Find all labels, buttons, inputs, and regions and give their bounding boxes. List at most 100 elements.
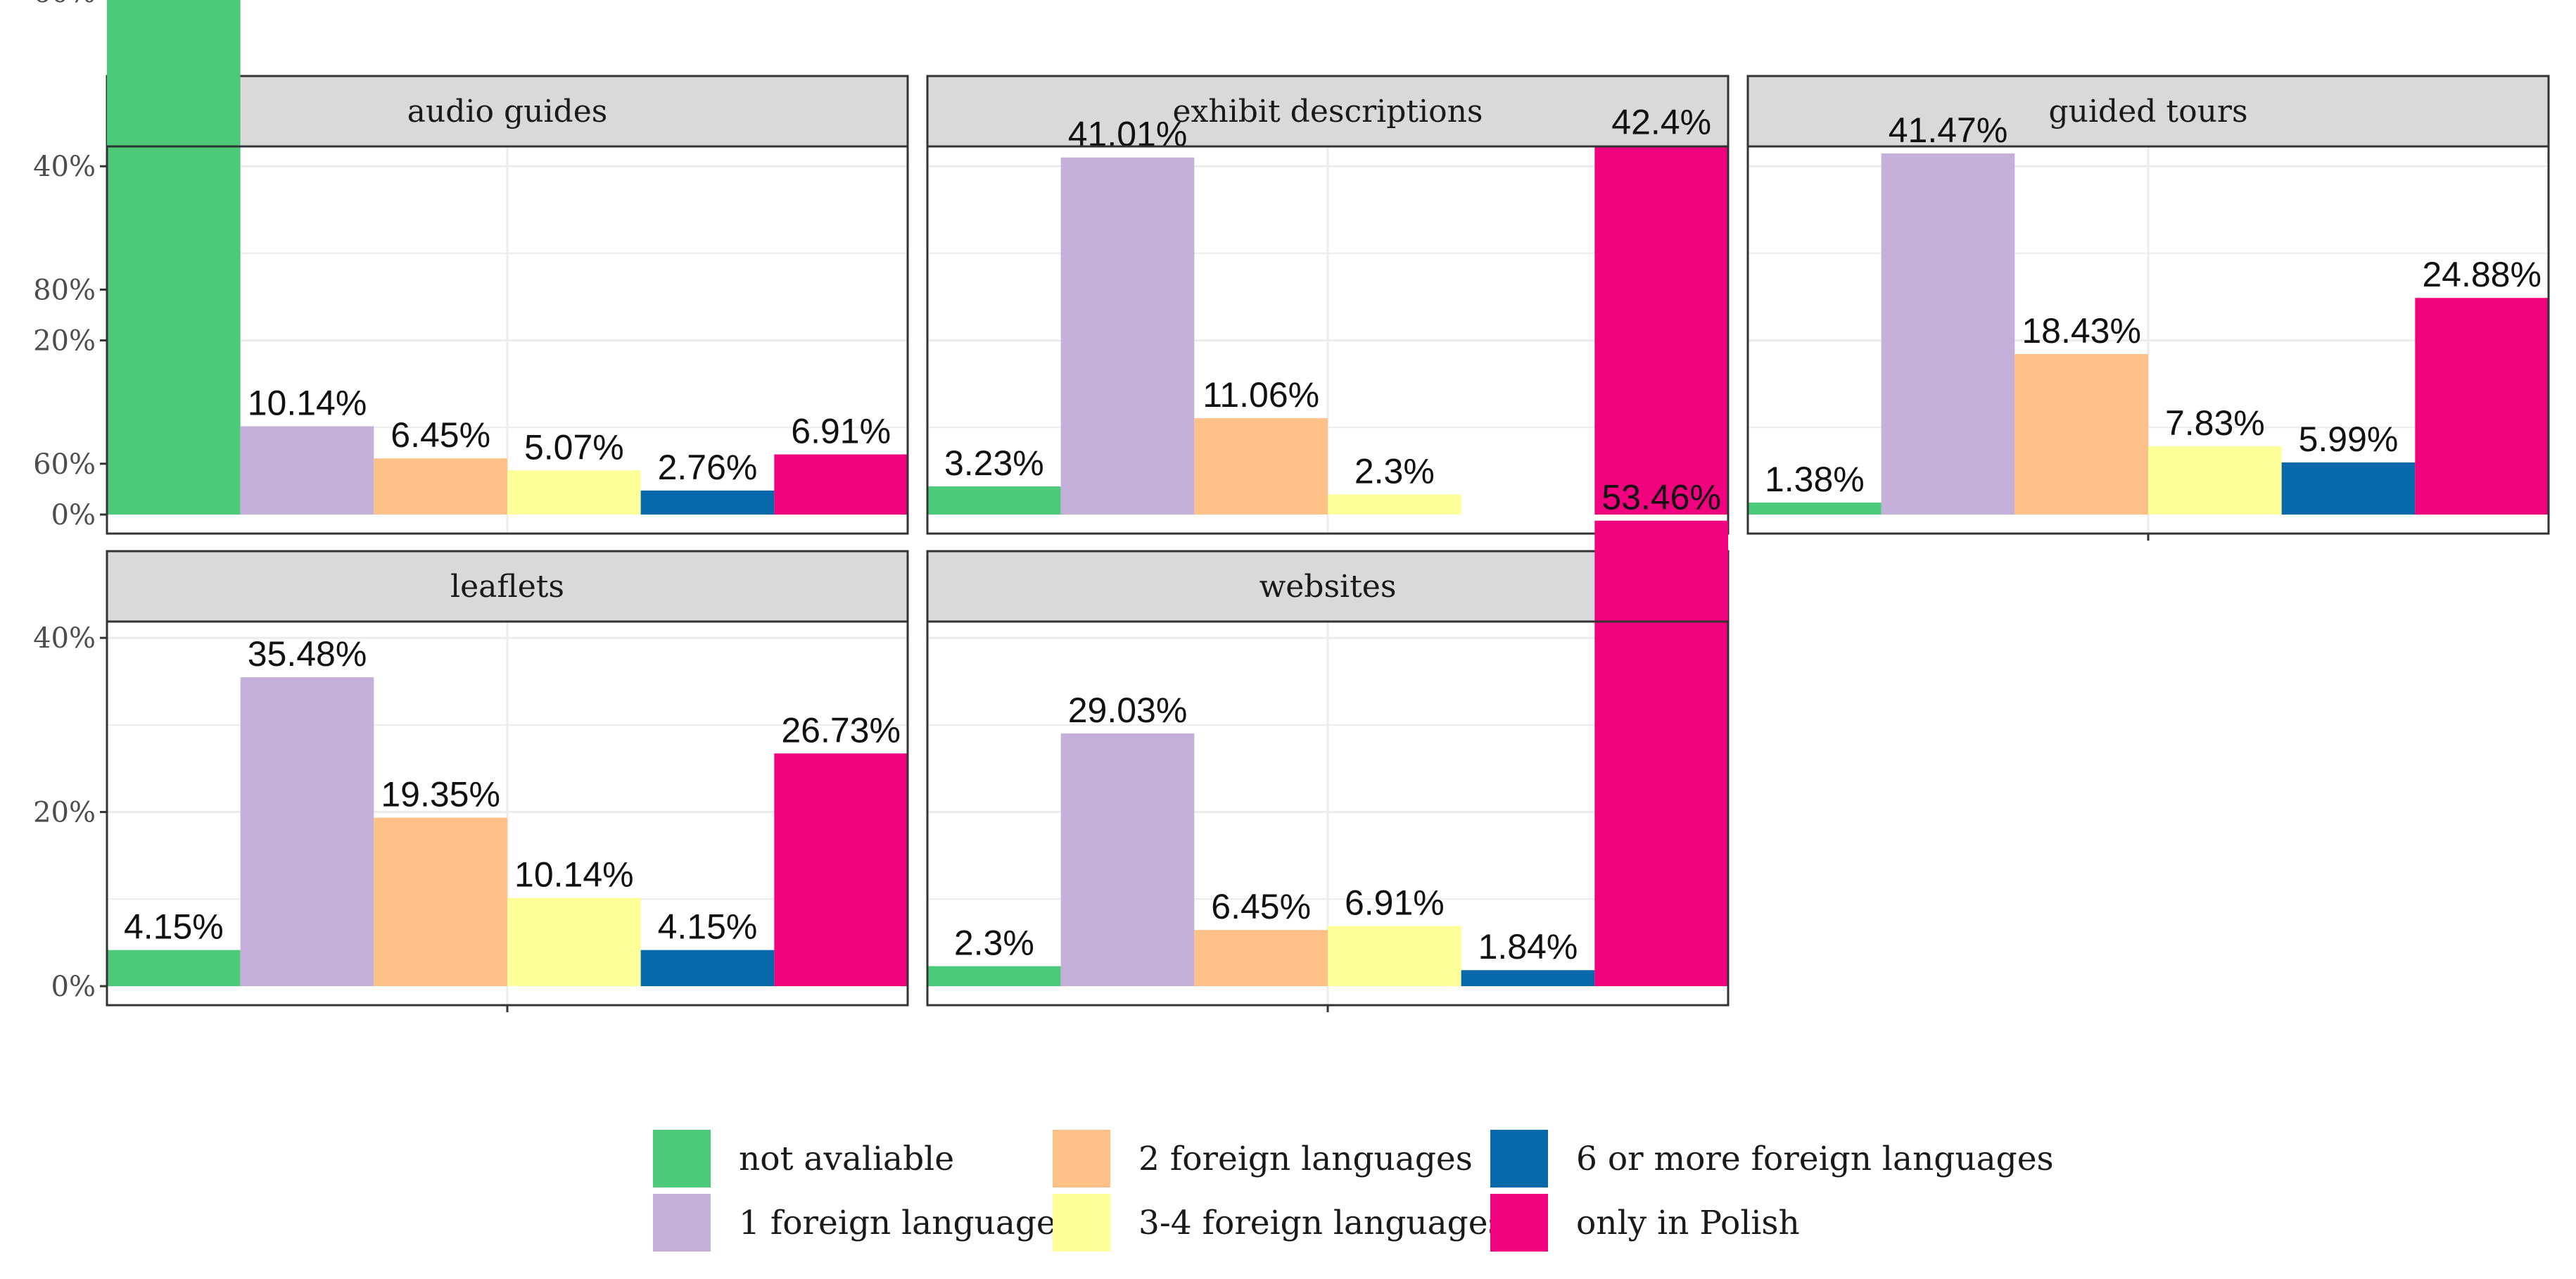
bar-3-4-foreign-languages — [507, 470, 641, 515]
panel-strip — [106, 550, 909, 623]
bar-value-label: 7.83% — [2165, 403, 2265, 443]
legend-swatch — [1053, 1194, 1110, 1252]
y-tick-label: 60% — [33, 448, 96, 481]
bar-value-label: 10.14% — [514, 855, 634, 895]
bar-value-label: 53.46% — [1601, 478, 1721, 517]
bar-1-foreign-language — [240, 677, 374, 986]
bar-value-label: 6.45% — [1211, 887, 1311, 926]
y-tick-label: 80% — [33, 274, 96, 306]
bar-value-label: 11.06% — [1203, 375, 1319, 415]
bar-value-label: 6.45% — [391, 415, 490, 455]
bar-value-label: 4.15% — [658, 907, 758, 947]
y-tick-label: 40% — [33, 151, 96, 183]
bar-2-foreign-languages — [1194, 930, 1328, 986]
y-tick-label: 60% — [33, 0, 96, 9]
panel-strip — [926, 75, 1730, 148]
bar-value-label: 6.91% — [791, 412, 891, 451]
y-tick-label: 40% — [33, 622, 96, 655]
bar-value-label: 41.47% — [1889, 111, 2008, 150]
bar-3-4-foreign-languages — [1328, 494, 1461, 515]
bar-3-4-foreign-languages — [1328, 926, 1461, 986]
legend-swatch — [653, 1130, 711, 1187]
bar-value-label: 4.15% — [124, 907, 224, 947]
panel-websites: websites 2.3% 29.03% 6.45% 6.91% 1.84% 53.46% — [926, 478, 1730, 1012]
legend-label: 6 or more foreign languages — [1576, 1140, 2054, 1178]
y-tick-label: 0% — [51, 971, 96, 1003]
panel-title: leaflets — [450, 569, 564, 605]
bar-3-4-foreign-languages — [2148, 446, 2282, 515]
bar-not-avaliable — [107, 0, 241, 515]
y-tick-label: 20% — [33, 797, 96, 829]
bar-2-foreign-languages — [374, 458, 507, 515]
legend-swatch — [1053, 1130, 1110, 1187]
bar-not-avaliable — [927, 966, 1061, 986]
legend-label: not avaliable — [739, 1140, 954, 1178]
bar-not-avaliable — [927, 486, 1061, 515]
legend-item-only-in-Polish: only in Polish — [1490, 1194, 1800, 1252]
legend-item-2-foreign-languages: 2 foreign languages — [1053, 1130, 1473, 1187]
panel-strip — [1746, 75, 2550, 148]
bar-1-foreign-language — [1881, 153, 2015, 515]
bar-6-or-more-foreign-languages — [640, 490, 775, 515]
y-tick-label: 20% — [33, 325, 96, 358]
bar-value-label: 41.01% — [1068, 115, 1188, 154]
panel-title: audio guides — [407, 94, 608, 130]
legend-label: only in Polish — [1576, 1204, 1800, 1242]
bar-value-label: 24.88% — [2422, 255, 2542, 294]
bar-1-foreign-language — [1060, 157, 1195, 515]
panel-title: exhibit descriptions — [1172, 94, 1483, 130]
legend-label: 1 foreign language — [739, 1204, 1056, 1242]
bar-value-label: 26.73% — [781, 710, 901, 750]
legend-swatch — [1490, 1130, 1548, 1187]
bar-value-label: 18.43% — [2022, 311, 2141, 351]
legend-item-3-4-foreign-languages: 3-4 foreign languages — [1053, 1194, 1505, 1252]
panel-exhibit-descriptions: exhibit descriptions 3.23% 41.01% 11.06% 2.3… — [926, 75, 1730, 535]
bar-2-foreign-languages — [374, 817, 507, 986]
legend-label: 3-4 foreign languages — [1138, 1204, 1505, 1242]
bar-value-label: 5.99% — [2299, 420, 2399, 459]
bar-value-label: 3.23% — [944, 443, 1044, 483]
bar-value-label: 42.4% — [1611, 103, 1711, 142]
bar-not-avaliable — [107, 950, 241, 986]
bar-only-in-Polish — [1594, 145, 1728, 515]
bar-value-label: 2.3% — [1354, 452, 1435, 491]
panel-audio-guides: audio guides68.66%10.14%6.45%5.07%2.76%6… — [33, 0, 909, 535]
bar-2-foreign-languages — [2015, 354, 2148, 515]
bar-6-or-more-foreign-languages — [2281, 462, 2416, 515]
panel-title: guided tours — [2048, 94, 2247, 130]
panel-title: websites — [1260, 569, 1397, 605]
legend-label: 2 foreign languages — [1138, 1140, 1473, 1178]
bar-value-label: 19.35% — [381, 775, 500, 814]
bar-value-label: 35.48% — [248, 634, 367, 674]
panel-guided-tours: guided tours 1.38% 41.47% 18.43% 7.83% 5.99% 2… — [1746, 75, 2550, 541]
panel-leaflets: leaflets 4.15% 35.48% 19.35% 10.14% 4.15% 26.7… — [33, 274, 909, 1012]
bar-only-in-Polish — [774, 454, 908, 515]
panel-border — [926, 145, 1730, 535]
legend-swatch — [653, 1194, 711, 1252]
bar-1-foreign-language — [240, 426, 374, 515]
bar-value-label: 29.03% — [1068, 691, 1188, 730]
bar-value-label: 5.07% — [524, 427, 624, 467]
bar-value-label: 10.14% — [248, 384, 367, 423]
bar-value-label: 2.76% — [658, 448, 758, 487]
legend: not avaliable 1 foreign language 2 foreign… — [653, 1130, 2054, 1252]
bar-1-foreign-language — [1060, 733, 1195, 986]
legend-swatch — [1490, 1194, 1548, 1252]
bar-value-label: 1.38% — [1765, 460, 1865, 499]
bar-value-label: 6.91% — [1345, 883, 1445, 923]
bar-value-label: 1.84% — [1478, 927, 1578, 966]
bar-only-in-Polish — [2415, 298, 2549, 515]
legend-item-6-or-more-foreign-languages: 6 or more foreign languages — [1490, 1130, 2054, 1187]
bar-6-or-more-foreign-languages — [1461, 970, 1595, 986]
bar-only-in-Polish — [774, 753, 908, 986]
bar-value-label: 2.3% — [954, 924, 1034, 963]
bar-only-in-Polish — [1594, 520, 1728, 986]
bar-2-foreign-languages — [1194, 418, 1328, 515]
y-tick-label: 0% — [51, 499, 96, 531]
bar-3-4-foreign-languages — [507, 897, 641, 986]
bar-not-avaliable — [1748, 502, 1882, 515]
bar-6-or-more-foreign-languages — [640, 950, 775, 986]
legend-item-1-foreign-language: 1 foreign language — [653, 1194, 1056, 1252]
legend-item-not-avaliable: not avaliable — [653, 1130, 954, 1187]
